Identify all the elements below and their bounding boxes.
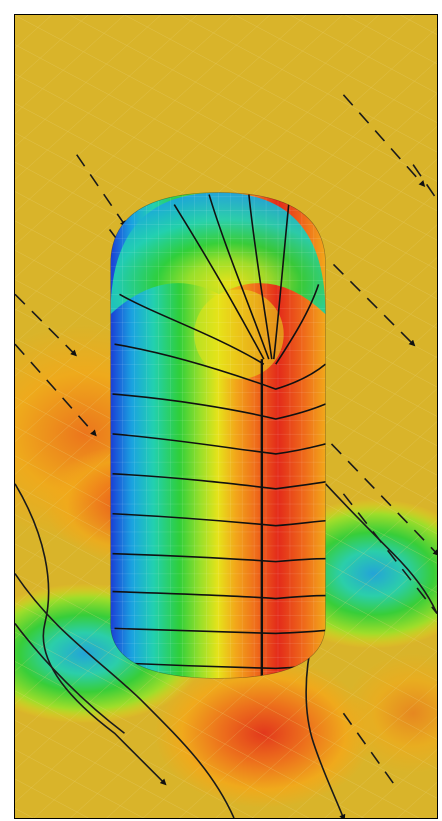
cylinder bbox=[110, 192, 326, 679]
cylinder-flow-visualization bbox=[15, 15, 437, 818]
plot-frame bbox=[14, 14, 438, 819]
cylinder-outline bbox=[110, 192, 326, 679]
wake-streamlines bbox=[15, 483, 437, 818]
